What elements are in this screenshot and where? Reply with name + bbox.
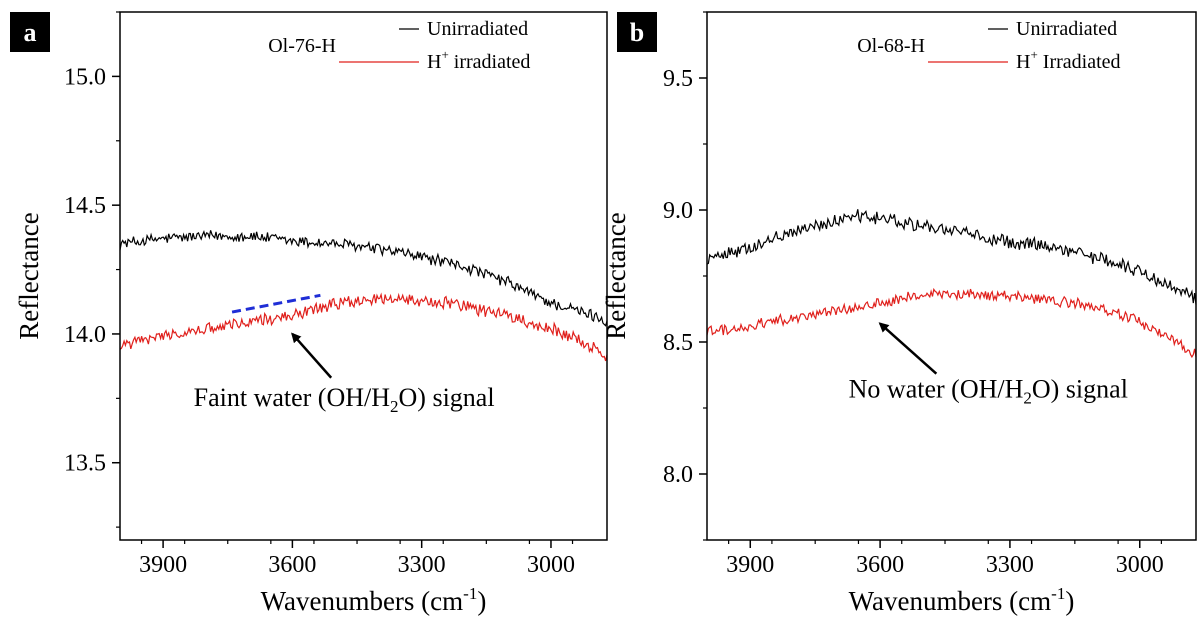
annotation-arrow xyxy=(878,322,938,375)
x-axis-label-superscript: -1 xyxy=(1051,584,1065,603)
x-tick-label: 3600 xyxy=(856,552,904,578)
legend-text-part: Unirradiated xyxy=(427,18,528,40)
legend-superscript: + xyxy=(441,47,448,62)
legend-entry-label: H+ Irradiated xyxy=(1016,47,1121,73)
y-axis-label: Reflectance xyxy=(14,212,44,339)
legend-text-part: H xyxy=(1016,51,1030,73)
plot-frame xyxy=(706,11,1197,541)
annotation-text: Faint water (OH/H2O) signal xyxy=(194,383,495,416)
x-tick-label: 3900 xyxy=(726,552,774,578)
annotation-text-part: No water (OH/H xyxy=(849,374,1024,403)
y-tick-label: 13.5 xyxy=(64,451,106,477)
panel-badge xyxy=(617,12,657,52)
annotation-text-part: Faint water (OH/H xyxy=(194,383,391,412)
legend-entry-label: Unirradiated xyxy=(427,18,528,40)
series-irradiated-line xyxy=(706,287,1197,359)
y-tick-label: 15.0 xyxy=(64,64,106,90)
panel-letter: b xyxy=(630,18,644,47)
annotation-text-part: O) signal xyxy=(1032,374,1128,403)
sample-label: Ol-76-H xyxy=(268,35,336,57)
x-axis-label-text: Wavenumbers (cm xyxy=(849,586,1052,616)
annotation-text: No water (OH/H2O) signal xyxy=(849,374,1128,407)
panel-letter: a xyxy=(24,18,37,47)
x-axis-label-text: ) xyxy=(477,586,486,616)
panel-b: No water (OH/H2O) signal 3900 3600 3300 3000… xyxy=(601,11,1197,616)
panel-a: Faint water (OH/H2O) signal 3900 3600 3300 3… xyxy=(10,11,608,616)
x-tick-label: 3000 xyxy=(1116,552,1164,578)
x-axis-label-text: Wavenumbers (cm xyxy=(261,586,464,616)
legend-text-part: H xyxy=(427,51,441,73)
series-irradiated-line xyxy=(119,292,608,362)
legend-superscript: + xyxy=(1030,47,1037,62)
x-axis-label: Wavenumbers (cm-1) xyxy=(261,584,487,616)
x-tick-label: 3900 xyxy=(139,552,187,578)
annotation-subscript: 2 xyxy=(1023,388,1032,407)
legend-text-part: Unirradiated xyxy=(1016,18,1117,40)
y-tick-label: 8.5 xyxy=(663,330,693,356)
sample-label: Ol-68-H xyxy=(857,35,925,57)
panel-badge xyxy=(10,12,50,52)
y-tick-label: 8.0 xyxy=(663,462,693,488)
legend-text-part: Irradiated xyxy=(1038,51,1121,73)
plot-frame xyxy=(119,11,608,541)
y-axis-label: Reflectance xyxy=(601,212,631,339)
y-tick-label: 14.0 xyxy=(64,322,106,348)
x-axis-label: Wavenumbers (cm-1) xyxy=(849,584,1075,616)
y-tick-label: 9.0 xyxy=(663,198,693,224)
x-tick-label: 3300 xyxy=(986,552,1034,578)
series-unirradiated-line xyxy=(119,230,608,327)
legend-entry-label: H+ irradiated xyxy=(427,47,530,73)
annotation-text-part: O) signal xyxy=(399,383,495,412)
y-tick-label: 14.5 xyxy=(64,193,106,219)
dashed-trend-line xyxy=(231,293,321,314)
series-unirradiated-line xyxy=(706,209,1197,305)
annotation-arrow xyxy=(291,332,333,379)
x-tick-label: 3300 xyxy=(398,552,446,578)
x-axis-label-text: ) xyxy=(1065,586,1074,616)
x-tick-label: 3000 xyxy=(527,552,575,578)
legend-entry-label: Unirradiated xyxy=(1016,18,1117,40)
annotation-subscript: 2 xyxy=(390,397,399,416)
legend-text-part: irradiated xyxy=(449,51,531,73)
x-tick-label: 3600 xyxy=(268,552,316,578)
y-tick-label: 9.5 xyxy=(663,66,693,92)
x-axis-label-superscript: -1 xyxy=(463,584,477,603)
